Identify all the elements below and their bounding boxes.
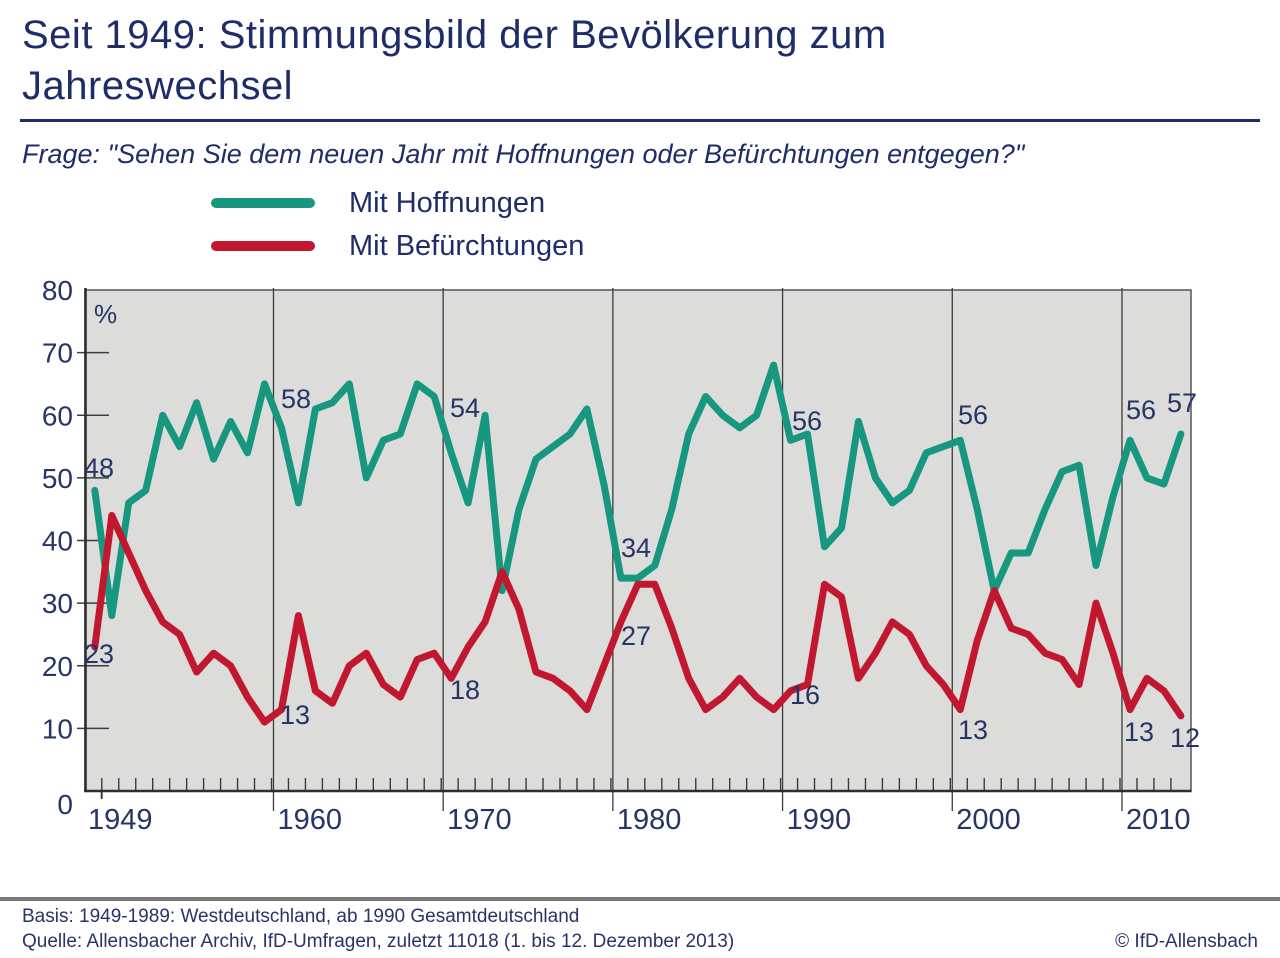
x-axis-label-2000: 2000: [956, 804, 1021, 836]
hopes-line: [91, 361, 1185, 620]
y-axis-label-0: 0: [57, 789, 73, 820]
x-axis-label-1980: 1980: [617, 804, 682, 836]
x-axis-label-2010: 2010: [1126, 804, 1191, 836]
data-label-1949-23: 23: [84, 639, 114, 669]
data-label-1990-56: 56: [792, 406, 822, 436]
legend-label-befuerchtungen: Mit Befürchtungen: [349, 229, 585, 262]
footer-source: Quelle: Allensbacher Archiv, IfD-Umfrage…: [22, 931, 735, 952]
footer-divider: [0, 897, 1280, 901]
y-axis-label-30: 30: [42, 588, 73, 619]
legend-label-hoffnungen: Mit Hoffnungen: [349, 186, 546, 219]
data-label-1980-34: 34: [621, 533, 651, 563]
hopes-line-swatch: [211, 198, 315, 208]
data-label-1960-58: 58: [281, 384, 311, 414]
data-label-2000-13: 13: [958, 715, 988, 745]
data-label-1970-18: 18: [450, 675, 480, 705]
survey-question: Frage: "Sehen Sie dem neuen Jahr mit Hof…: [22, 139, 1025, 169]
y-axis-label-80: 80: [42, 275, 73, 306]
y-axis-label-20: 20: [42, 651, 73, 682]
title-divider: [20, 119, 1260, 122]
page-title-line2: Jahreswechsel: [22, 64, 294, 108]
data-label-1980-27: 27: [621, 621, 651, 651]
data-label-1949-48: 48: [84, 453, 114, 483]
y-axis-label-10: 10: [42, 713, 73, 744]
y-axis-unit: %: [94, 299, 117, 329]
data-label-2010-13: 13: [1124, 717, 1154, 747]
data-label-1970-54: 54: [450, 393, 480, 423]
page-title-line1: Seit 1949: Stimmungsbild der Bevölkerung…: [22, 13, 887, 57]
data-label-2010-56: 56: [1126, 395, 1156, 425]
y-axis-label-70: 70: [42, 338, 73, 369]
y-axis-label-60: 60: [42, 400, 73, 431]
data-label-1990-16: 16: [790, 680, 820, 710]
footer-basis: Basis: 1949-1989: Westdeutschland, ab 19…: [22, 906, 580, 927]
plot-area: [84, 289, 1192, 792]
x-axis-label-1970: 1970: [447, 804, 512, 836]
x-axis-label-1990: 1990: [787, 804, 852, 836]
fears-line: [91, 512, 1185, 726]
fears-line-swatch: [211, 241, 315, 251]
footer-copyright: © IfD-Allensbach: [1115, 931, 1258, 952]
data-label-2013-57: 57: [1167, 388, 1197, 418]
y-axis-label-50: 50: [42, 463, 73, 494]
page-title: Seit 1949: Stimmungsbild der Bevölkerung…: [22, 10, 1222, 112]
legend-item-befuerchtungen: Mit Befürchtungen: [211, 229, 584, 263]
data-label-2000-56: 56: [958, 400, 988, 430]
x-axis-label-1949: 1949: [88, 804, 153, 836]
y-axis-label-40: 40: [42, 526, 73, 557]
data-label-2013-12: 12: [1170, 723, 1200, 753]
legend-item-hoffnungen: Mit Hoffnungen: [211, 186, 545, 220]
x-axis-label-1960: 1960: [277, 804, 342, 836]
data-label-1960-13: 13: [280, 700, 310, 730]
